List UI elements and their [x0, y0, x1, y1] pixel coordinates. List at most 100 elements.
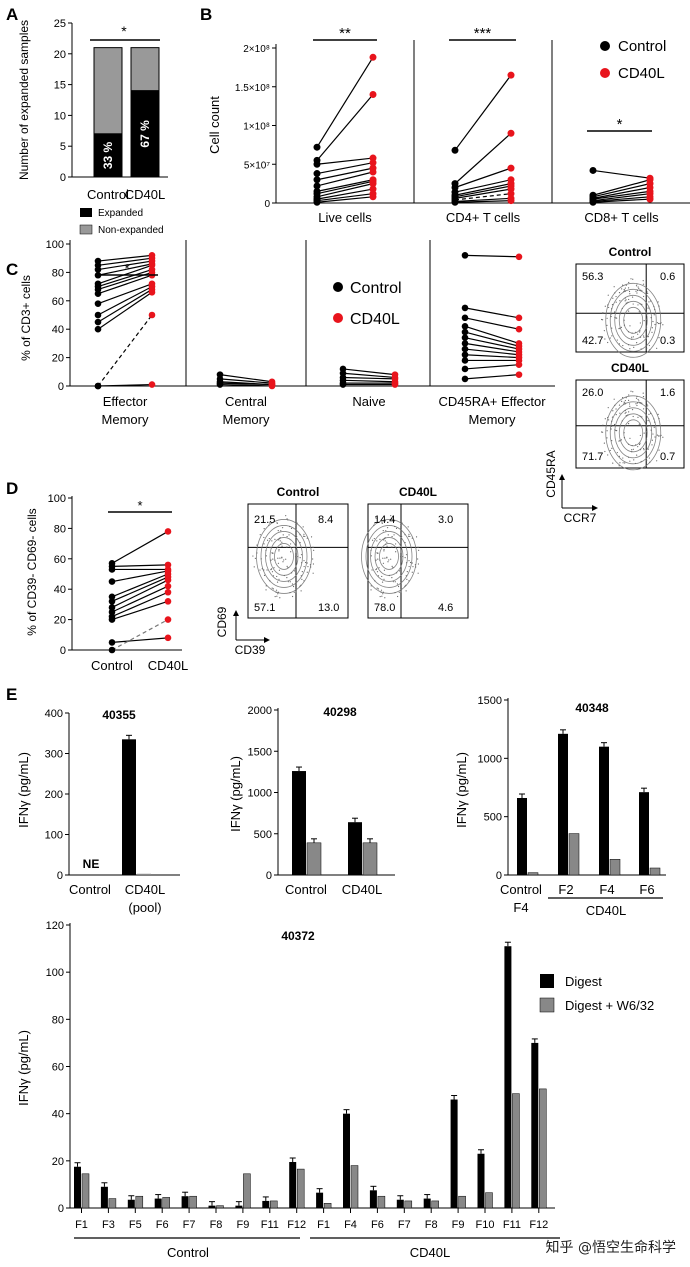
panelA-y-tick-label: 25 — [54, 18, 66, 30]
flowC-control-event — [646, 347, 648, 349]
flowC-control-event — [638, 331, 641, 333]
flowC-control-event — [600, 318, 603, 321]
flowD-control-event — [288, 534, 290, 536]
flowD-cd40l-event — [377, 575, 380, 577]
panelD-pair-line — [111, 619, 169, 651]
flowC-cd40l-event — [627, 423, 630, 425]
flowD-cd40l-event — [371, 539, 374, 541]
flowD-cd40l-event — [417, 558, 419, 560]
panelB-pair-line — [316, 193, 374, 202]
panelD-control-point — [108, 593, 116, 601]
panel-letter-a: A — [6, 5, 18, 24]
panelA-legend-label: Non-expanded — [98, 225, 164, 236]
panelC-pair-line — [97, 314, 153, 387]
flowD-control-contour — [256, 519, 312, 594]
flowD-cd40l-event — [418, 549, 420, 551]
panelA-bar-non-expanded — [93, 47, 123, 135]
panelE1-y-label: IFNγ (pg/mL) — [16, 752, 31, 828]
flowD-y-axis-label: CD69 — [215, 606, 229, 637]
panelE2-bar-digest — [348, 822, 362, 875]
flowD-control-event — [279, 557, 281, 559]
flowC-cd40l-event — [643, 449, 645, 451]
panelB-pair-line — [316, 180, 374, 195]
flowC-control-event — [607, 304, 609, 306]
flowC-control-event — [607, 294, 609, 296]
panelB-control-point — [451, 198, 459, 206]
flowC-control-event — [651, 327, 653, 329]
flowD-x-axis-label: CD39 — [235, 643, 266, 657]
flowD-control-event — [285, 558, 287, 560]
panelE4-bar-digest — [396, 1199, 404, 1208]
flowD-cd40l-q-ur: 3.0 — [438, 514, 453, 526]
flowC-control-event — [637, 333, 639, 335]
flowC-control-event — [616, 339, 618, 341]
flowC-cd40l-contour — [618, 413, 648, 453]
flowC-control-frame — [575, 263, 685, 353]
panelD-control-point — [108, 608, 116, 616]
panelE4-bar-w632 — [539, 1088, 547, 1209]
flowC-control-event — [606, 317, 608, 319]
panelD-pair-line — [111, 564, 169, 567]
flowC-cd40l-event — [648, 457, 650, 459]
panelE4-bar-w632 — [81, 1173, 90, 1209]
panelE3-title: 40348 — [575, 701, 609, 715]
flowD-control-event — [265, 585, 267, 587]
flowC-control-event — [631, 332, 633, 334]
panelE4-x-tick-label: F11 — [261, 1219, 279, 1231]
flowD-cd40l-event — [415, 566, 417, 568]
panelD-sig: * — [137, 498, 142, 513]
panelB-cd40l-point — [507, 129, 515, 137]
flowD-control-event — [283, 559, 285, 561]
flowD-cd40l-event — [405, 584, 407, 586]
flowC-cd40l-event — [620, 439, 623, 441]
flowD-cd40l-event — [411, 537, 413, 539]
panelC-cd40l-point — [148, 381, 156, 388]
flowC-cd40l-event — [653, 418, 655, 420]
flowD-cd40l-event — [417, 563, 420, 565]
panelE4-bar-digest — [235, 1205, 243, 1208]
flowD-control-event — [283, 574, 285, 577]
panelB-y-label: Cell count — [207, 96, 222, 154]
panelB-control-point — [313, 176, 321, 184]
flowC-control-event — [620, 326, 623, 328]
panelB-y-tick-label: 1×10⁸ — [243, 122, 270, 133]
panelC-cd40l-point — [515, 314, 523, 322]
flowD-control-event — [253, 566, 255, 568]
panelD-pair-line — [111, 579, 169, 608]
flowD-cd40l-event — [378, 567, 380, 569]
flowD-control-event — [300, 584, 302, 586]
flowD-control-event — [301, 571, 303, 573]
flowD-cd40l-event — [382, 591, 384, 593]
flowC-control-event — [632, 278, 634, 280]
panelE4-x-tick-label: F12 — [287, 1219, 306, 1231]
flowC-cd40l-event — [600, 431, 603, 433]
flowC-control-event — [648, 301, 650, 303]
panelE4-bar-digest — [316, 1192, 324, 1208]
flowC-control-event — [651, 331, 653, 333]
flowD-control-event — [300, 554, 303, 556]
panelA-legend-label: Expanded — [98, 208, 143, 219]
flowC-control-event — [628, 281, 630, 284]
flowD-cd40l-event — [417, 546, 419, 548]
panelE4-y-tick-label: 0 — [58, 1203, 64, 1215]
flowD-control-event — [254, 557, 256, 559]
panelD-y-tick-label: 80 — [54, 523, 66, 535]
flowD-cd40l-title: CD40L — [399, 485, 437, 499]
flowD-control-q-ul: 21.5 — [254, 514, 275, 526]
flowC-control-event — [604, 305, 606, 307]
flowC-control-event — [615, 295, 617, 298]
flowC-control-event — [625, 284, 627, 286]
flowD-cd40l-event — [383, 569, 386, 571]
flowC-cd40l-event — [643, 432, 645, 434]
flowC-cd40l-event — [658, 449, 660, 451]
flowD-cd40l-event — [382, 562, 385, 564]
flowD-cd40l-event — [370, 549, 372, 551]
panelD-control-point — [108, 639, 116, 646]
panelC-pair-line — [97, 274, 153, 295]
flowC-cd40l-event — [618, 465, 620, 467]
flowD-cd40l-event — [391, 535, 393, 538]
flowD-control-event — [268, 522, 271, 524]
panelE4-y-label: IFNγ (pg/mL) — [16, 1030, 31, 1106]
flowC-control-event — [643, 295, 645, 298]
flowC-control-event — [629, 348, 631, 350]
